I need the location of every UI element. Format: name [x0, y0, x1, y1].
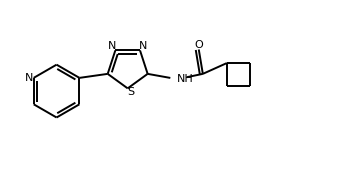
Text: N: N: [139, 41, 148, 51]
Text: N: N: [108, 41, 116, 51]
Text: O: O: [195, 40, 203, 50]
Text: NH: NH: [176, 74, 193, 84]
Text: S: S: [128, 87, 135, 97]
Text: N: N: [25, 73, 33, 83]
